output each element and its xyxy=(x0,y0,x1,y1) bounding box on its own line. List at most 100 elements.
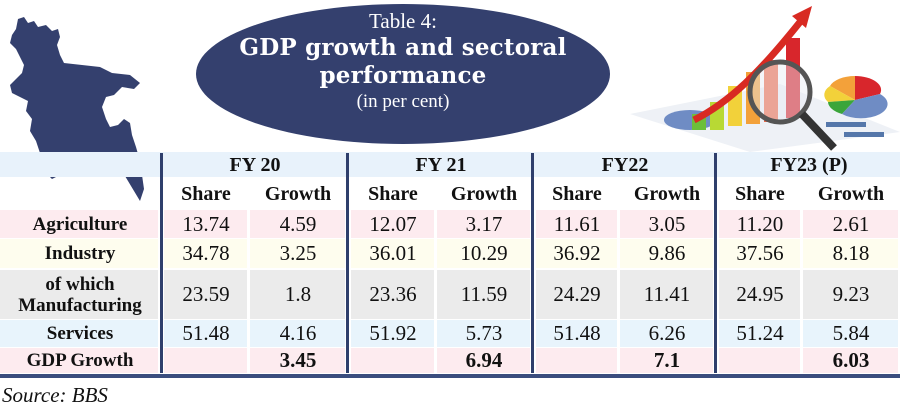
row-label-background xyxy=(0,270,158,319)
row-label-text: Industry xyxy=(44,243,116,264)
cell-background xyxy=(437,320,530,347)
year-header: FY22 xyxy=(601,153,649,176)
cell-background xyxy=(164,210,247,238)
row-label-background xyxy=(0,348,158,373)
row-label: Industry xyxy=(0,239,160,268)
growth-value: 11.41 xyxy=(643,282,691,306)
cell-background xyxy=(250,348,345,373)
cell-background xyxy=(620,320,713,347)
row-services: Services 51.48 4.16 51.92 5.73 51.48 6.26 51.24… xyxy=(0,320,900,347)
cell-background xyxy=(250,239,345,268)
growth-value: 2.61 xyxy=(832,211,870,236)
year-header: FY23 (P) xyxy=(770,153,848,176)
growth-value: 5.73 xyxy=(465,321,503,345)
cell-background xyxy=(719,348,800,373)
cell-background xyxy=(536,210,617,238)
share-value: 51.92 xyxy=(369,321,417,345)
cell-background xyxy=(351,320,434,347)
column-divider xyxy=(160,153,163,373)
cell-background xyxy=(536,239,617,268)
growth-value: 8.18 xyxy=(832,241,870,265)
subheader-growth: Growth xyxy=(633,182,701,205)
cell-background xyxy=(351,270,434,319)
cell-background xyxy=(164,239,247,268)
cell-background xyxy=(250,270,345,319)
cell-background xyxy=(719,270,800,319)
cell-background xyxy=(536,320,617,347)
cell-background xyxy=(250,320,345,347)
share-value: 36.01 xyxy=(369,241,417,265)
growth-value: 11.59 xyxy=(460,282,508,306)
share-value: 24.29 xyxy=(553,282,601,306)
growth-value: 10.29 xyxy=(460,241,508,265)
share-value: 11.20 xyxy=(736,211,784,236)
growth-value: 4.16 xyxy=(279,321,317,345)
table-number: Table 4: xyxy=(369,9,437,33)
year-header-band xyxy=(0,152,900,177)
cell-background xyxy=(719,239,800,268)
row-label-line-2: Manufacturing xyxy=(18,294,142,316)
cell-background xyxy=(250,210,345,238)
share-value: 34.78 xyxy=(182,241,230,265)
cell-background xyxy=(620,239,713,268)
growth-value: 3.17 xyxy=(465,211,503,236)
share-value: 12.07 xyxy=(369,211,417,236)
row-gdp-growth: GDP Growth 3.45 6.94 7.1 6.03 xyxy=(0,348,900,373)
row-agriculture: Agriculture 13.74 4.59 12.07 3.17 11.61 3.05 11… xyxy=(0,210,900,238)
cell-background xyxy=(719,210,800,238)
column-divider xyxy=(346,153,349,373)
year-header-row: FY 20 FY 21 FY22 FY23 (P) xyxy=(0,152,900,178)
column-divider xyxy=(714,153,717,373)
row-label: Services xyxy=(0,320,160,347)
share-value xyxy=(718,348,802,373)
growth-value: 3.05 xyxy=(648,211,686,236)
cell-background xyxy=(803,210,898,238)
cell-background xyxy=(719,320,800,347)
cell-background xyxy=(437,348,530,373)
share-value: 23.36 xyxy=(369,282,417,306)
share-value: 37.56 xyxy=(736,241,784,265)
cell-background xyxy=(803,348,898,373)
row-label-background xyxy=(0,320,158,347)
growth-value: 5.84 xyxy=(832,321,870,345)
row-label-line-1: of which xyxy=(45,273,115,295)
subheader-share: Share xyxy=(552,182,602,205)
cell-background xyxy=(437,239,530,268)
cell-background xyxy=(437,210,530,238)
growth-value: 3.25 xyxy=(279,241,317,265)
cell-background xyxy=(351,210,434,238)
title-line-2: performance xyxy=(319,62,487,89)
growth-value: 4.59 xyxy=(279,211,317,236)
row-industry: Industry 34.78 3.25 36.01 10.29 36.92 9.86 37.5… xyxy=(0,239,900,268)
year-header: FY 20 xyxy=(229,153,281,176)
share-value: 51.48 xyxy=(182,321,230,345)
cell-background xyxy=(620,270,713,319)
row-label-background xyxy=(0,239,158,268)
cell-background xyxy=(620,348,713,373)
share-value: 23.59 xyxy=(182,282,230,306)
share-value: 24.95 xyxy=(736,282,784,306)
cell-background xyxy=(620,210,713,238)
column-divider xyxy=(531,153,534,373)
title-line-1: GDP growth and sectoral xyxy=(239,34,567,61)
subheader-growth: Growth xyxy=(817,182,885,205)
cell-background xyxy=(164,270,247,319)
row-label-text: Agriculture xyxy=(32,213,128,235)
share-value xyxy=(163,348,249,373)
cell-background xyxy=(351,239,434,268)
growth-value: 9.86 xyxy=(648,241,686,265)
cell-background xyxy=(351,348,434,373)
row-label-background xyxy=(0,210,158,238)
growth-value: 9.23 xyxy=(832,282,870,306)
cell-background xyxy=(536,348,617,373)
unit-note: (in per cent) xyxy=(356,91,450,112)
share-value: 51.24 xyxy=(736,321,784,345)
growth-value: 7.1 xyxy=(653,348,681,372)
growth-value: 3.45 xyxy=(279,348,317,372)
cell-background xyxy=(164,348,247,373)
row-label: Agriculture xyxy=(0,210,160,238)
cell-background xyxy=(803,270,898,319)
cell-background xyxy=(803,239,898,268)
share-value xyxy=(350,348,436,373)
share-value: 13.74 xyxy=(182,211,230,236)
